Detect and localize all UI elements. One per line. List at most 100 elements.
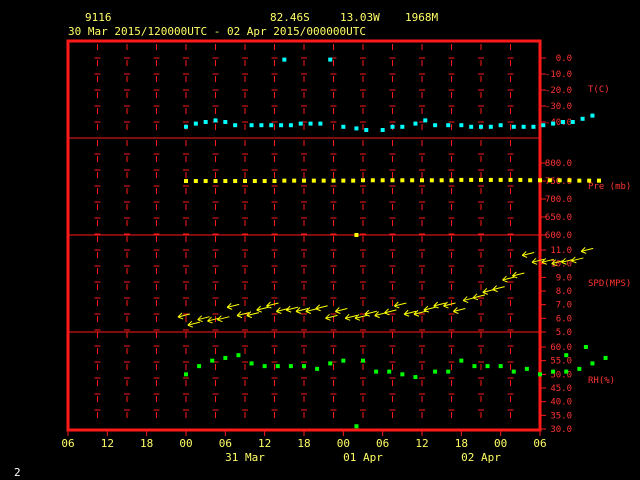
wind-barb-head bbox=[472, 293, 478, 299]
wind-barb-head bbox=[443, 305, 449, 309]
x-tick-label: 12 bbox=[415, 437, 428, 450]
wind-barb-head bbox=[433, 305, 439, 309]
pressure-tick-label: 650.0 bbox=[545, 213, 572, 223]
pressure-point bbox=[449, 178, 454, 183]
wind-barb-head bbox=[551, 263, 557, 267]
pressure-point bbox=[557, 178, 562, 183]
pressure-point bbox=[498, 177, 503, 182]
temperature-point bbox=[269, 123, 274, 128]
wind-barb-head bbox=[531, 257, 537, 263]
x-tick-label: 00 bbox=[179, 437, 192, 450]
wind-barb bbox=[256, 305, 269, 313]
wind-barb-head bbox=[492, 285, 498, 290]
y-axes: 0.0-10.0-20.0-30.0-40.0T(C)800.0750.0700… bbox=[540, 54, 631, 435]
temperature-point bbox=[249, 123, 254, 128]
temperature-point bbox=[288, 123, 293, 128]
wind-barb-shaft bbox=[177, 313, 191, 318]
wind_speed-tick-label: 5.0 bbox=[556, 328, 572, 338]
pressure-point bbox=[184, 179, 188, 183]
pressure-tick-label: 700.0 bbox=[545, 195, 572, 205]
relative_humidity-point bbox=[564, 369, 569, 374]
pressure-point bbox=[479, 177, 483, 182]
wind-barb-shaft bbox=[512, 272, 525, 277]
relative_humidity-point bbox=[577, 366, 582, 371]
x-tick-label: 12 bbox=[101, 437, 114, 450]
wind_speed-tick-label: 9.0 bbox=[556, 273, 572, 283]
x-tick-label: 18 bbox=[455, 437, 468, 450]
temperature-point bbox=[541, 123, 546, 128]
wind-barb-shaft bbox=[246, 312, 259, 317]
wind-barb-head bbox=[246, 311, 252, 316]
wind-barb bbox=[452, 307, 466, 314]
wind-barb bbox=[384, 308, 397, 316]
pressure-point bbox=[223, 179, 228, 183]
wind-barb bbox=[502, 275, 515, 283]
pressure-tick-label: 600.0 bbox=[545, 231, 572, 241]
wind-barb-shaft bbox=[364, 310, 377, 315]
wind-barb-shaft bbox=[276, 308, 289, 312]
wind-barb-head bbox=[521, 251, 527, 256]
temperature-point bbox=[279, 123, 284, 128]
wind-barb-shaft bbox=[207, 317, 220, 322]
wind-barb-head bbox=[443, 301, 448, 307]
wind-barb-head bbox=[256, 305, 262, 311]
wind-barb-head bbox=[344, 317, 351, 321]
wind-barb-head bbox=[541, 261, 548, 265]
temperature-tick-label: -20.0 bbox=[545, 86, 572, 96]
temperature-point bbox=[479, 124, 483, 129]
pressure-point bbox=[252, 179, 257, 183]
wind-barb-head bbox=[295, 307, 301, 312]
pressure-point bbox=[420, 178, 424, 183]
wind_speed-series bbox=[177, 247, 594, 328]
wind-barb bbox=[511, 271, 525, 279]
wind-barb-head bbox=[315, 308, 321, 312]
pressure-point bbox=[262, 179, 267, 183]
temperature-point bbox=[423, 118, 428, 123]
pressure-point bbox=[439, 178, 444, 183]
wind-barb-head bbox=[394, 305, 400, 309]
temperature-point bbox=[580, 116, 585, 121]
pressure-point bbox=[341, 178, 346, 183]
relative_humidity-point bbox=[184, 372, 188, 377]
pressure-point bbox=[292, 178, 297, 183]
pressure-point bbox=[508, 177, 513, 182]
x-tick-label: 06 bbox=[219, 437, 232, 450]
relative_humidity-point bbox=[459, 358, 464, 363]
relative_humidity-point bbox=[498, 364, 503, 369]
x-tick-label: 00 bbox=[337, 437, 350, 450]
wind-barb-head bbox=[462, 296, 468, 301]
wind-barb-shaft bbox=[354, 314, 368, 319]
wind-barb bbox=[275, 307, 289, 314]
wind-barb bbox=[354, 313, 368, 321]
wind-barb-head bbox=[236, 311, 242, 316]
wind-barb-shaft bbox=[197, 316, 210, 321]
relative_humidity-tick-label: 50.0 bbox=[550, 370, 572, 380]
relative_humidity-point bbox=[433, 369, 438, 374]
pressure-point bbox=[547, 178, 552, 183]
pressure-point bbox=[203, 179, 208, 183]
wind-barb-head bbox=[285, 309, 292, 313]
wind-barb-head bbox=[216, 315, 222, 321]
wind-barb-shaft bbox=[443, 302, 456, 307]
x-date-label: 31 Mar bbox=[225, 451, 265, 464]
wind-barb-head bbox=[452, 307, 458, 312]
wind-barb-shaft bbox=[453, 308, 466, 312]
temperature-point bbox=[308, 121, 313, 126]
wind-barb bbox=[521, 251, 535, 258]
pressure-point bbox=[282, 178, 287, 183]
temperature-point bbox=[184, 124, 188, 129]
wind-barb-shaft bbox=[394, 302, 407, 307]
relative_humidity-tick-label: 40.0 bbox=[550, 398, 572, 408]
pressure-point bbox=[469, 177, 474, 182]
wind-barb-shaft bbox=[561, 258, 574, 263]
wind-barb-head bbox=[177, 312, 183, 318]
wind-barb-head bbox=[325, 313, 330, 319]
wind-barb-head bbox=[561, 257, 566, 263]
relative_humidity-tick-label: 35.0 bbox=[550, 411, 572, 421]
pressure-point bbox=[518, 177, 523, 182]
pressure-point bbox=[488, 177, 493, 182]
wind-barb-shaft bbox=[286, 306, 299, 311]
wind-barb-shaft bbox=[522, 251, 535, 256]
relative_humidity-point bbox=[564, 353, 569, 358]
